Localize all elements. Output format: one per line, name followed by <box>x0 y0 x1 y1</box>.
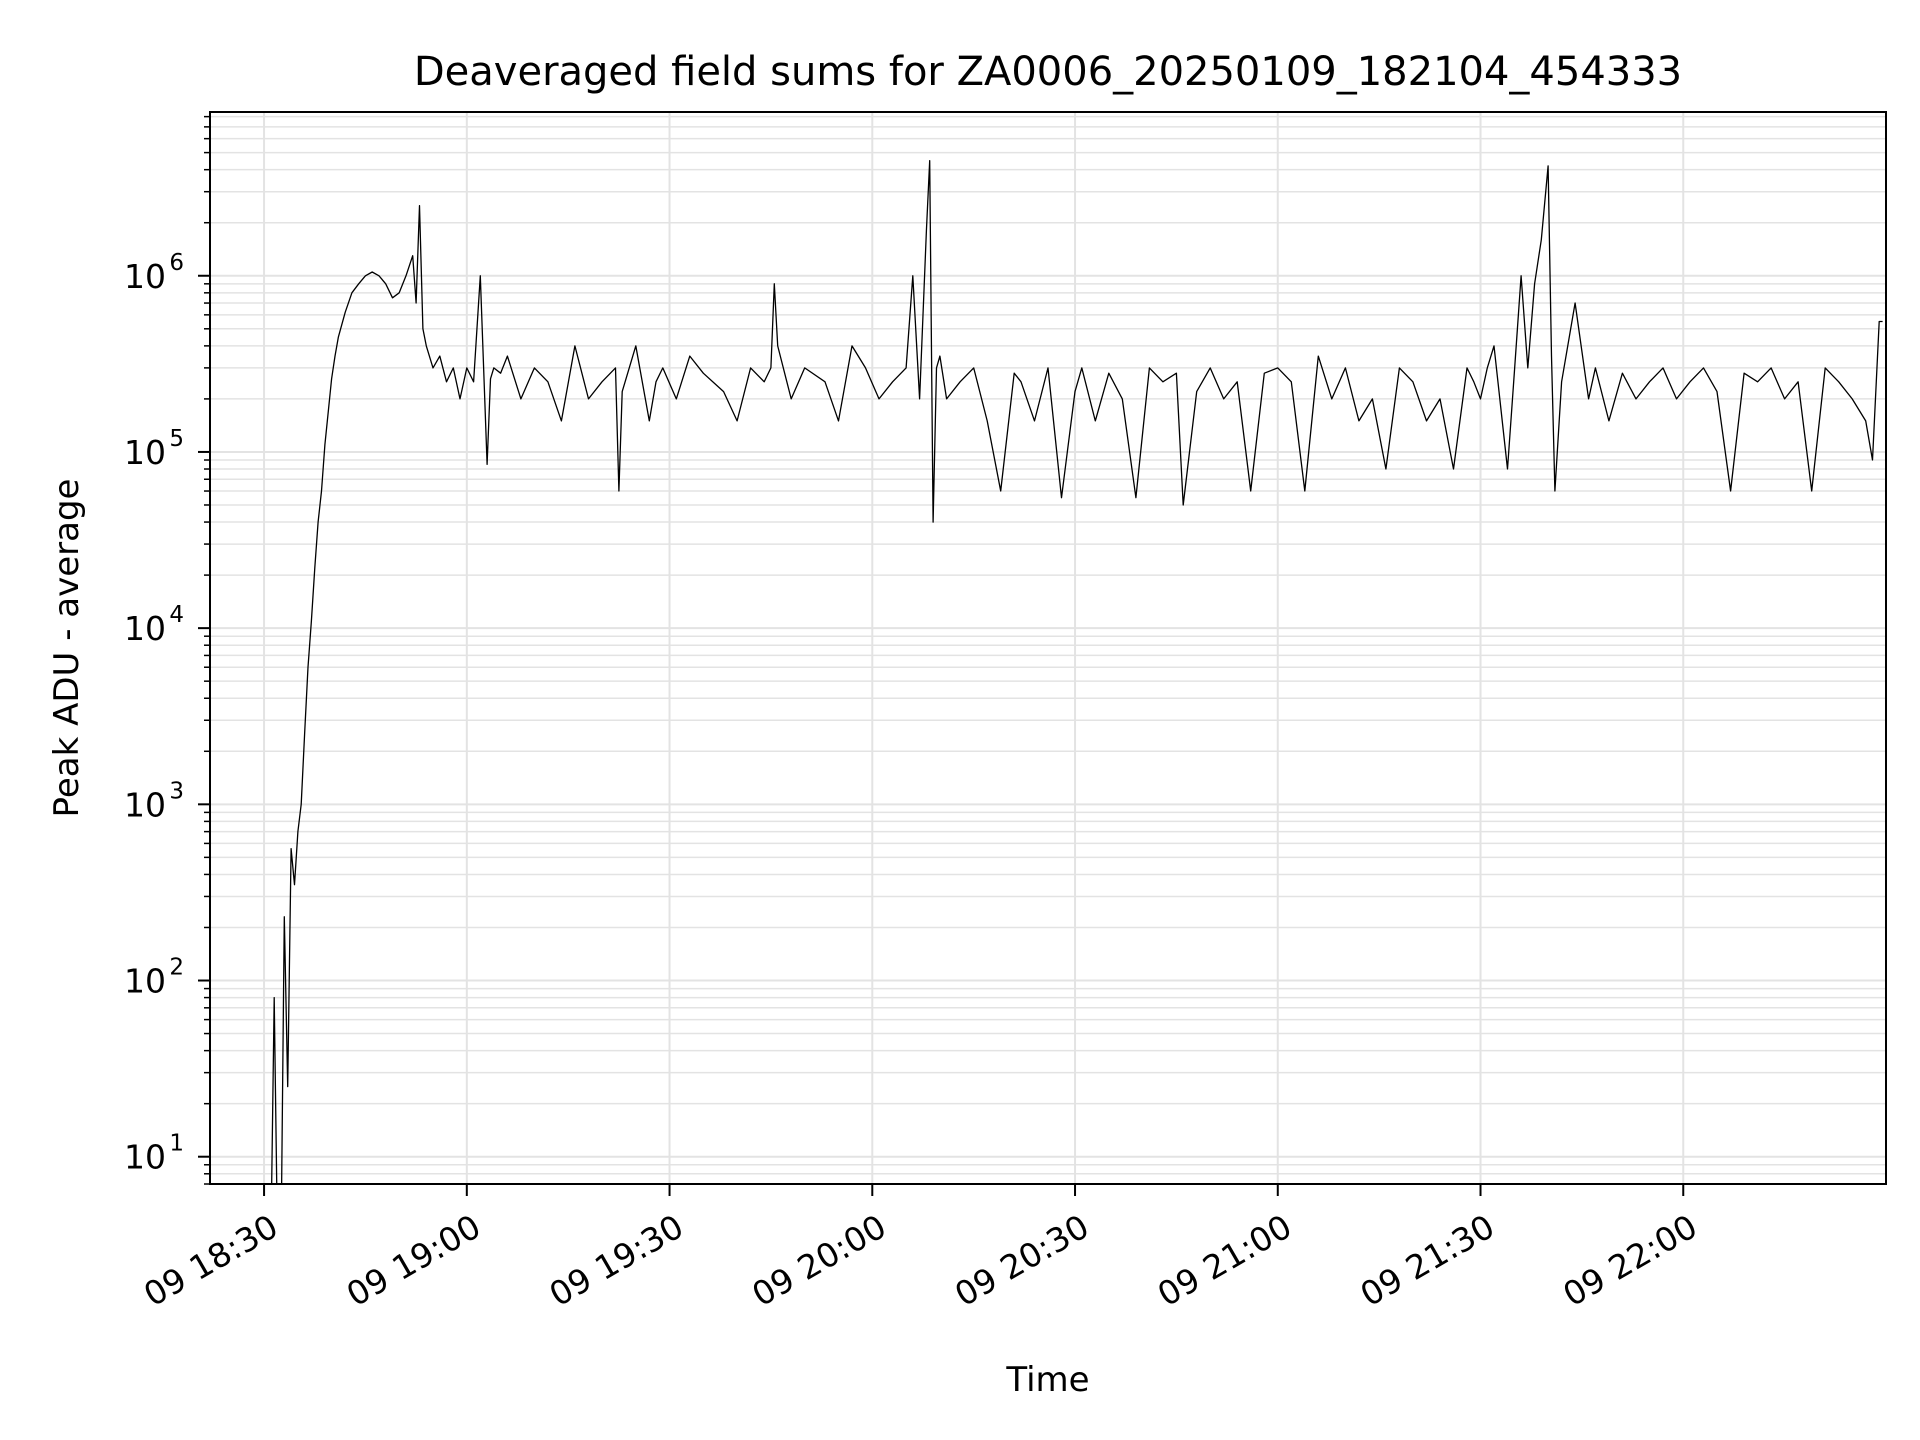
chart-title: Deaveraged field sums for ZA0006_2025010… <box>414 49 1682 95</box>
x-tick-label: 09 19:30 <box>543 1207 690 1315</box>
x-tick-label: 09 19:00 <box>340 1207 487 1315</box>
x-tick-label: 09 21:30 <box>1354 1207 1501 1315</box>
y-tick-exponent: 2 <box>169 955 184 981</box>
y-tick-label: 10 <box>124 785 166 824</box>
y-tick-exponent: 4 <box>169 602 184 628</box>
grid <box>210 112 1886 1185</box>
y-tick-label: 10 <box>124 962 166 1001</box>
y-axis-label: Peak ADU - average <box>47 479 87 818</box>
x-tick-label: 09 20:00 <box>745 1207 892 1315</box>
y-tick-exponent: 3 <box>169 778 184 804</box>
y-tick-exponent: 5 <box>169 426 184 452</box>
y-tick-exponent: 1 <box>169 1131 184 1157</box>
y-tick-exponent: 6 <box>169 250 184 276</box>
series-line <box>271 160 1883 1184</box>
y-tick-label: 10 <box>124 257 166 296</box>
x-tick-label: 09 18:30 <box>137 1207 284 1315</box>
x-tick-label: 09 21:00 <box>1151 1207 1298 1315</box>
y-tick-label: 10 <box>124 433 166 472</box>
x-tick-label: 09 20:30 <box>948 1207 1095 1315</box>
x-axis-label: Time <box>1005 1360 1089 1400</box>
x-tick-label: 09 22:00 <box>1556 1207 1703 1315</box>
plot-frame <box>209 111 1887 1185</box>
y-tick-label: 10 <box>124 609 166 648</box>
y-tick-label: 10 <box>124 1138 166 1177</box>
